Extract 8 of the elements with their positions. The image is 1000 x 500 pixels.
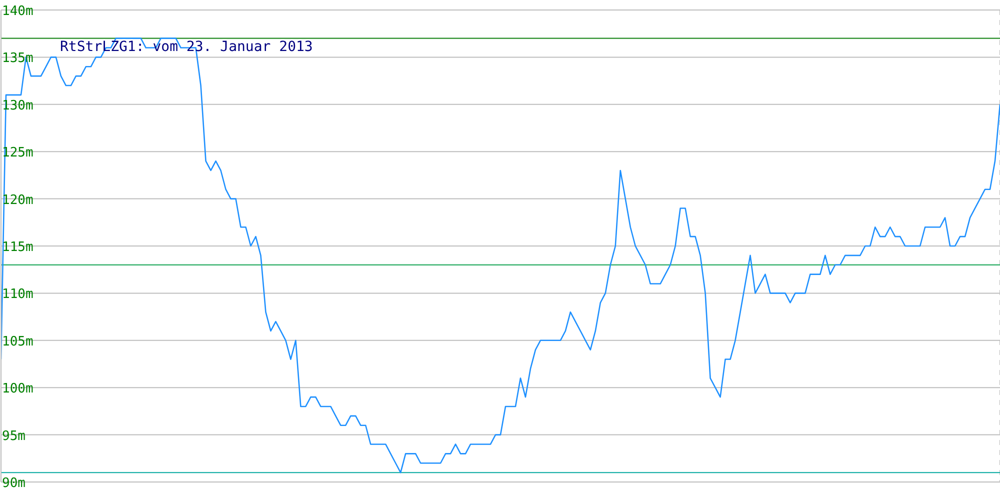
- y-tick-label: 100m: [2, 382, 34, 397]
- y-tick-label: 105m: [2, 334, 34, 350]
- line-series: [1, 38, 1000, 474]
- y-tick-label: 90m: [2, 476, 26, 491]
- y-tick-label: 115m: [2, 240, 34, 255]
- y-tick-label: 110m: [2, 287, 34, 302]
- y-tick-label: 95m: [2, 428, 26, 444]
- y-tick-label: 140m: [2, 4, 34, 19]
